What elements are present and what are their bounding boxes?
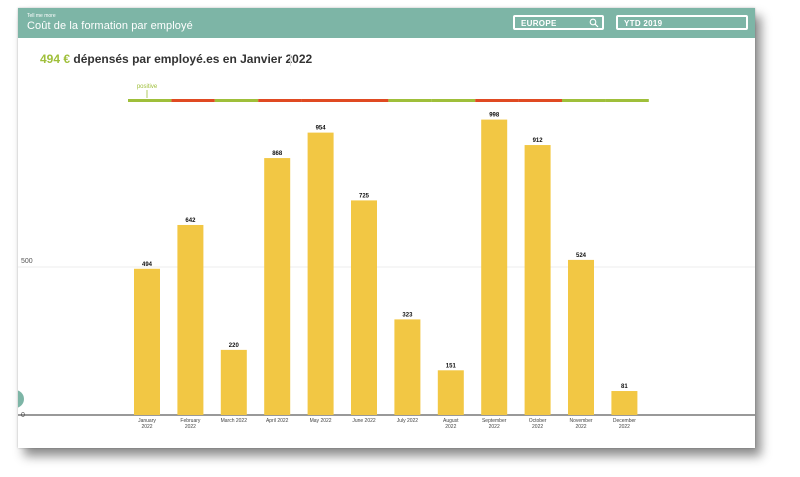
x-tick-label: 2022 xyxy=(141,424,152,430)
x-tick-label: 2022 xyxy=(185,424,196,430)
bar-value-label: 954 xyxy=(316,126,327,132)
x-tick-label: May 2022 xyxy=(310,418,332,424)
trend-segment xyxy=(475,99,519,102)
trend-segment xyxy=(345,99,389,102)
x-tick-label: December xyxy=(613,418,636,424)
bar-value-label: 868 xyxy=(272,151,283,157)
trend-segment xyxy=(258,99,302,102)
bar[interactable] xyxy=(611,391,638,415)
x-tick-label: February xyxy=(180,418,201,424)
x-tick-label: August xyxy=(443,418,459,424)
x-tick-label: March 2022 xyxy=(221,418,248,424)
bar-value-label: 998 xyxy=(489,113,500,119)
bar-value-label: 323 xyxy=(402,312,413,318)
bar[interactable] xyxy=(437,370,464,415)
trend-segment xyxy=(431,99,476,102)
region-value: EUROPE xyxy=(521,19,557,28)
trend-segment xyxy=(562,99,606,102)
trend-segment xyxy=(128,99,172,102)
bar-value-label: 642 xyxy=(185,218,196,224)
trend-segment xyxy=(171,99,215,102)
trend-segment xyxy=(214,99,259,102)
search-icon[interactable] xyxy=(589,18,599,28)
headline-divider xyxy=(290,54,291,66)
bar[interactable] xyxy=(351,200,377,415)
bar[interactable] xyxy=(220,349,247,415)
x-tick-label: 2022 xyxy=(575,424,586,430)
x-tick-label: 2022 xyxy=(489,424,500,430)
trend-segment xyxy=(388,99,432,102)
x-tick-label: July 2022 xyxy=(397,418,419,424)
page-title: Coût de la formation par employé xyxy=(27,20,193,32)
trend-label: positive xyxy=(137,84,158,90)
x-tick-label: October xyxy=(529,418,547,424)
header-bar: Tell me more Coût de la formation par em… xyxy=(18,8,755,38)
bar-chart: 0500positive494January2022642February202… xyxy=(18,84,755,430)
headline: 494 € dépensés par employé.es en Janvier… xyxy=(40,52,312,66)
bar-value-label: 494 xyxy=(142,262,153,268)
x-tick-label: January xyxy=(138,418,156,424)
y-tick-label: 500 xyxy=(21,258,33,265)
period-selector[interactable]: YTD 2019 xyxy=(616,15,748,30)
bar-value-label: 151 xyxy=(446,363,457,369)
bar[interactable] xyxy=(568,259,594,415)
trend-segment xyxy=(301,99,345,102)
bar-value-label: 725 xyxy=(359,193,370,199)
x-tick-label: 2022 xyxy=(445,424,456,430)
headline-value: 494 € xyxy=(40,52,71,66)
bar-value-label: 81 xyxy=(621,384,628,390)
bar-value-label: 220 xyxy=(229,343,240,349)
bar-value-label: 524 xyxy=(576,253,587,259)
trend-segment xyxy=(518,99,562,102)
trend-segment xyxy=(605,99,649,102)
x-tick-label: 2022 xyxy=(619,424,630,430)
period-value: YTD 2019 xyxy=(624,19,663,28)
region-search-input[interactable]: EUROPE xyxy=(513,15,604,30)
side-toggle-handle[interactable] xyxy=(18,390,24,408)
tell-me-more-link[interactable]: Tell me more xyxy=(27,13,56,19)
bar[interactable] xyxy=(177,224,204,415)
bar[interactable] xyxy=(134,268,160,415)
headline-text: dépensés par employé.es en Janvier 2022 xyxy=(73,52,313,66)
x-tick-label: November xyxy=(569,418,592,424)
x-tick-label: 2022 xyxy=(532,424,543,430)
x-tick-label: April 2022 xyxy=(266,418,289,424)
bar[interactable] xyxy=(307,132,334,415)
bar-value-label: 912 xyxy=(533,138,544,144)
bar[interactable] xyxy=(481,119,508,415)
chart-card: Tell me more Coût de la formation par em… xyxy=(18,8,755,448)
x-tick-label: June 2022 xyxy=(352,418,376,424)
bar[interactable] xyxy=(524,145,551,415)
x-tick-label: September xyxy=(482,418,507,424)
bar[interactable] xyxy=(394,319,421,415)
bar[interactable] xyxy=(264,158,291,415)
